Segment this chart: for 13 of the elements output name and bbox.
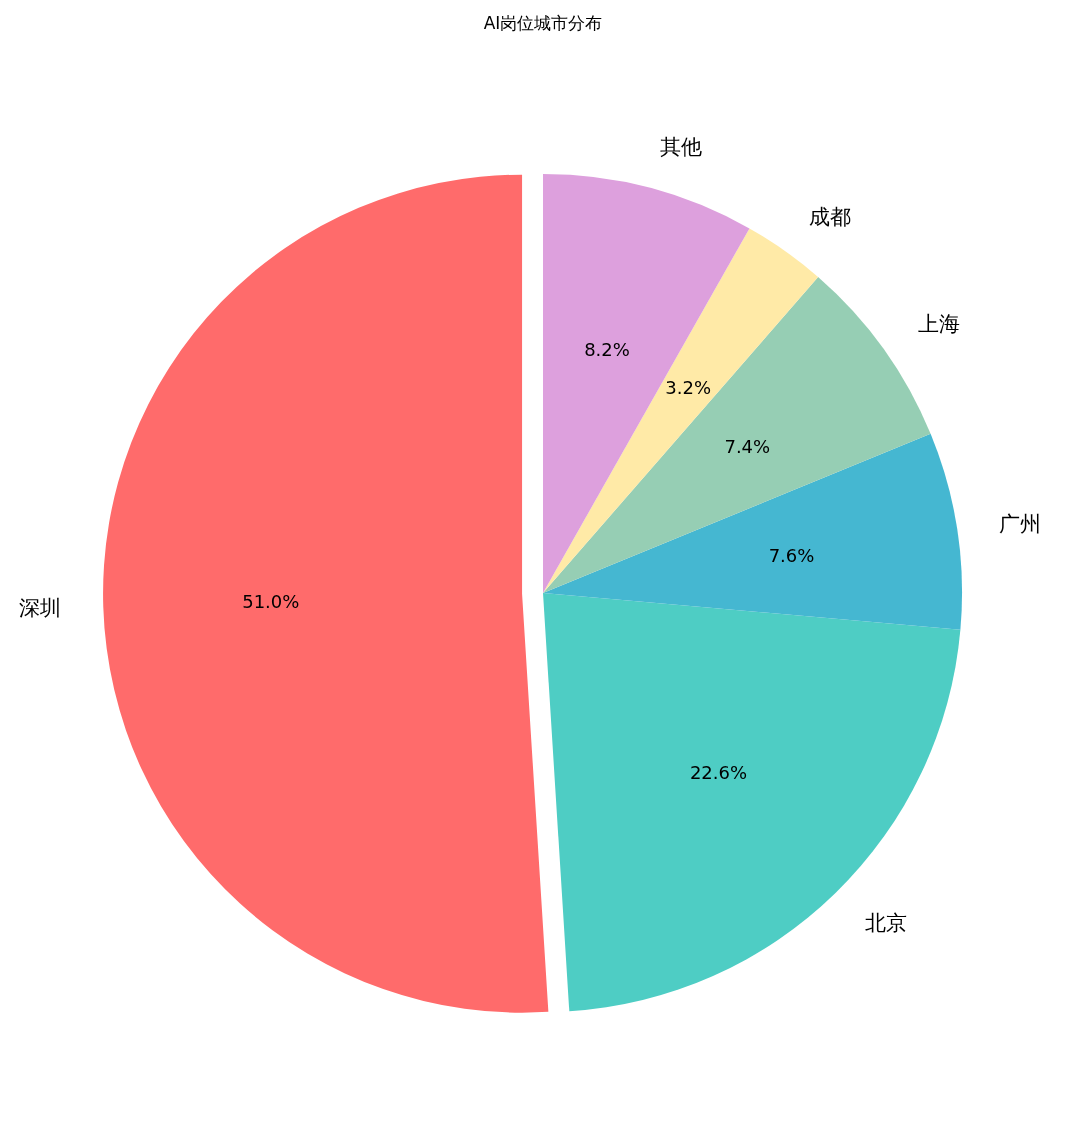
data-label: 3.2% bbox=[665, 377, 712, 399]
data-label: 7.4% bbox=[724, 436, 771, 458]
data-label: 51.0% bbox=[242, 591, 300, 613]
slice-label: 北京 bbox=[864, 910, 907, 935]
slice-label: 其他 bbox=[660, 135, 703, 160]
chart-title: AI岗位城市分布 bbox=[483, 13, 603, 33]
data-label: 8.2% bbox=[584, 339, 630, 361]
slice-label: 深圳 bbox=[19, 596, 62, 621]
data-label: 7.6% bbox=[768, 544, 815, 566]
slice-label: 上海 bbox=[917, 312, 960, 337]
data-label: 22.6% bbox=[689, 762, 748, 784]
slice-label: 成都 bbox=[809, 204, 852, 229]
slice-label: 广州 bbox=[998, 511, 1041, 536]
